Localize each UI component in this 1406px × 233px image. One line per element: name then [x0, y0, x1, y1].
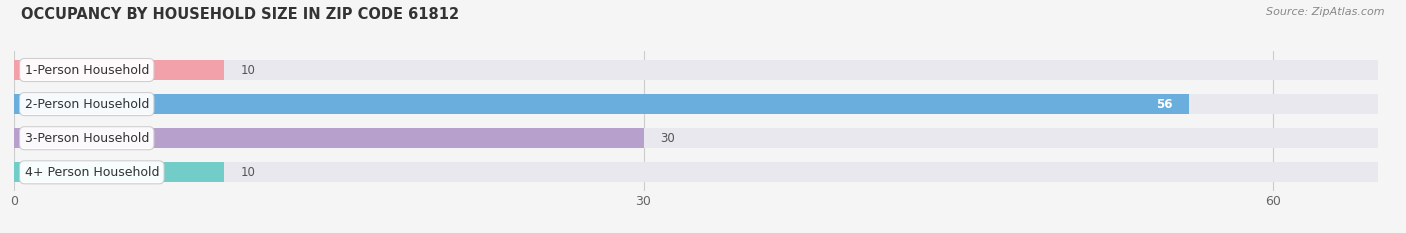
Bar [14, 94, 1378, 114]
Text: OCCUPANCY BY HOUSEHOLD SIZE IN ZIP CODE 61812: OCCUPANCY BY HOUSEHOLD SIZE IN ZIP CODE … [21, 7, 460, 22]
Bar [14, 128, 644, 148]
Bar [14, 60, 224, 80]
Text: 10: 10 [240, 64, 256, 76]
Text: 3-Person Household: 3-Person Household [24, 132, 149, 145]
Text: 4+ Person Household: 4+ Person Household [24, 166, 159, 179]
Bar [14, 94, 1189, 114]
Text: 2-Person Household: 2-Person Household [24, 98, 149, 111]
Bar [14, 60, 1378, 80]
Bar [14, 128, 1378, 148]
Text: Source: ZipAtlas.com: Source: ZipAtlas.com [1267, 7, 1385, 17]
Text: 10: 10 [240, 166, 256, 179]
Text: 30: 30 [661, 132, 675, 145]
Text: 56: 56 [1156, 98, 1173, 111]
Text: 1-Person Household: 1-Person Household [24, 64, 149, 76]
Bar [14, 162, 1378, 182]
Bar [14, 162, 224, 182]
